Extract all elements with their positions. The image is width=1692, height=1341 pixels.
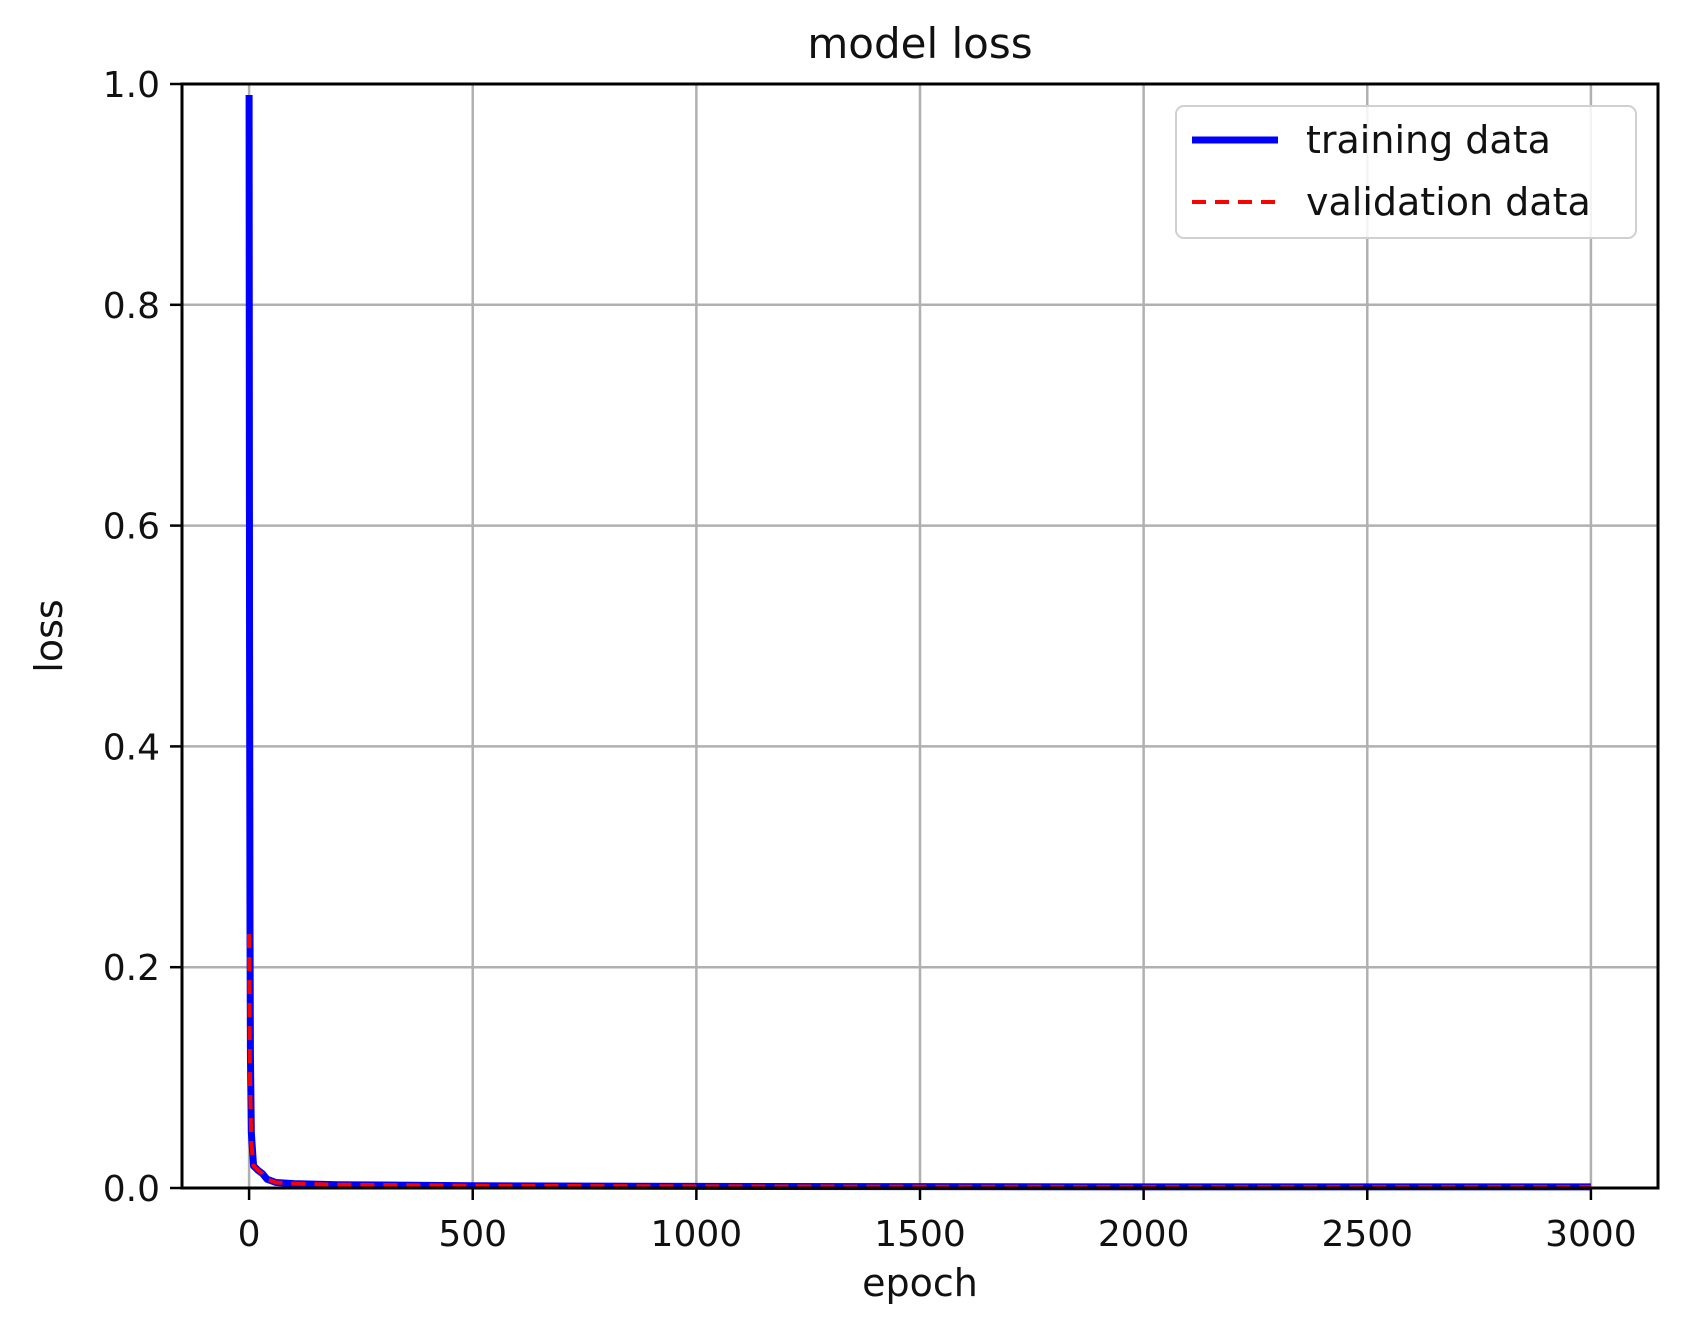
x-tick-label: 1500 xyxy=(874,1214,966,1255)
y-tick-label: 0.4 xyxy=(103,727,160,768)
y-tick-label: 1.0 xyxy=(103,65,160,106)
legend-box xyxy=(1175,105,1637,239)
x-tick-label: 1000 xyxy=(651,1214,743,1255)
chart-title: model loss xyxy=(807,19,1032,68)
ticks: 0 500 1000 1500 2000 2500 3000 0.0 0.2 0.4 0.6 0.8 1… xyxy=(103,65,1637,1255)
x-axis-title: epoch xyxy=(862,1261,978,1305)
y-tick-label: 0.6 xyxy=(103,507,160,548)
y-tick-label: 0.0 xyxy=(103,1169,160,1210)
y-tick-label: 0.2 xyxy=(103,948,160,989)
x-tick-label: 3000 xyxy=(1545,1214,1637,1255)
x-tick-label: 2500 xyxy=(1321,1214,1413,1255)
x-tick-label: 0 xyxy=(238,1214,261,1255)
y-tick-label: 0.8 xyxy=(103,286,160,327)
legend-label-validation: validation data xyxy=(1306,180,1591,224)
y-axis-title: loss xyxy=(27,599,71,672)
x-tick-label: 2000 xyxy=(1098,1214,1190,1255)
legend-label-training: training data xyxy=(1306,118,1551,162)
x-tick-label: 500 xyxy=(438,1214,507,1255)
legend: training data validation data xyxy=(1175,105,1637,239)
